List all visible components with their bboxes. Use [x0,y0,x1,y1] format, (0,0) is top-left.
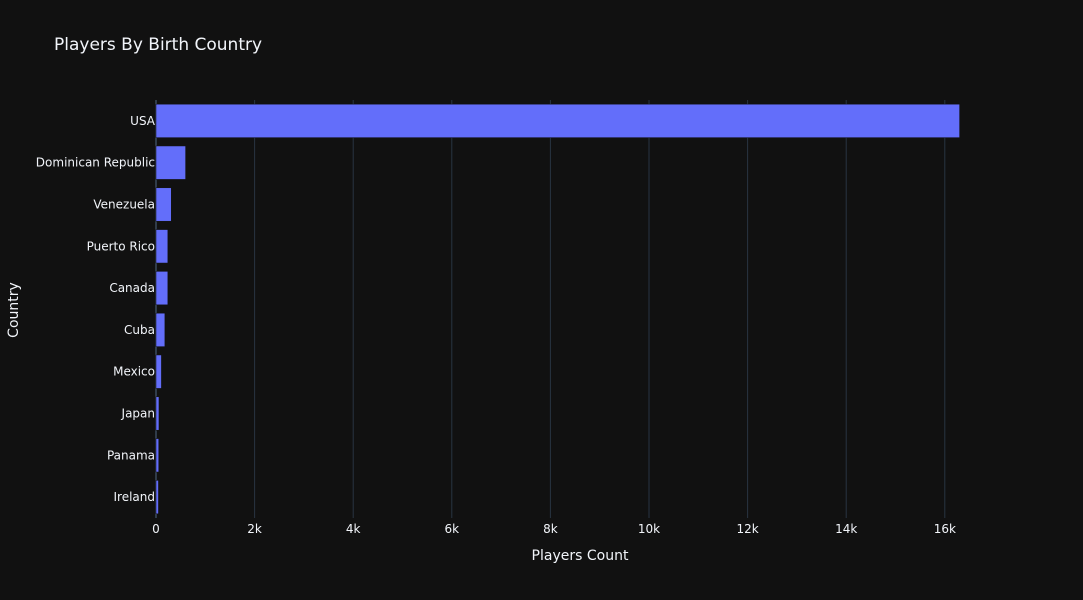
y-tick-labels: USA Dominican Republic Venezuela Puerto Ric… [36,114,156,504]
x-tick-label: 16k [934,522,956,536]
x-tick-label: 8k [543,522,558,536]
y-tick-label: Mexico [113,365,155,379]
bar[interactable] [155,312,166,347]
y-tick-label: Puerto Rico [87,239,155,253]
y-tick-label: Venezuela [93,198,155,212]
y-axis-title: Country [6,282,22,338]
y-tick-label: USA [130,114,156,128]
gridlines [155,100,946,518]
y-tick-label: Cuba [124,323,155,337]
y-tick-label: Dominican Republic [36,156,155,170]
x-tick-label: 10k [638,522,660,536]
x-axis-title: Players Count [532,548,629,564]
x-tick-label: 14k [835,522,857,536]
x-tick-label: 2k [247,522,262,536]
chart-title: Players By Birth Country [54,35,262,55]
y-tick-label: Canada [109,281,155,295]
bar[interactable] [155,271,169,306]
bar[interactable] [155,480,159,515]
bar[interactable] [155,396,160,431]
y-tick-label: Japan [121,407,155,421]
bar[interactable] [155,438,159,473]
x-tick-label: 6k [445,522,460,536]
x-tick-labels: 0 2k 4k 6k 8k 10k 12k 14k 16k [152,522,956,536]
bar[interactable] [155,229,169,264]
y-tick-label: Panama [107,448,155,462]
bars [155,103,960,515]
x-tick-label: 4k [346,522,361,536]
bar[interactable] [155,145,186,180]
bar[interactable] [155,354,162,389]
y-tick-label: Ireland [113,490,155,504]
bar[interactable] [155,187,172,222]
bar[interactable] [155,103,960,138]
x-tick-label: 12k [736,522,758,536]
x-tick-label: 0 [152,522,160,536]
